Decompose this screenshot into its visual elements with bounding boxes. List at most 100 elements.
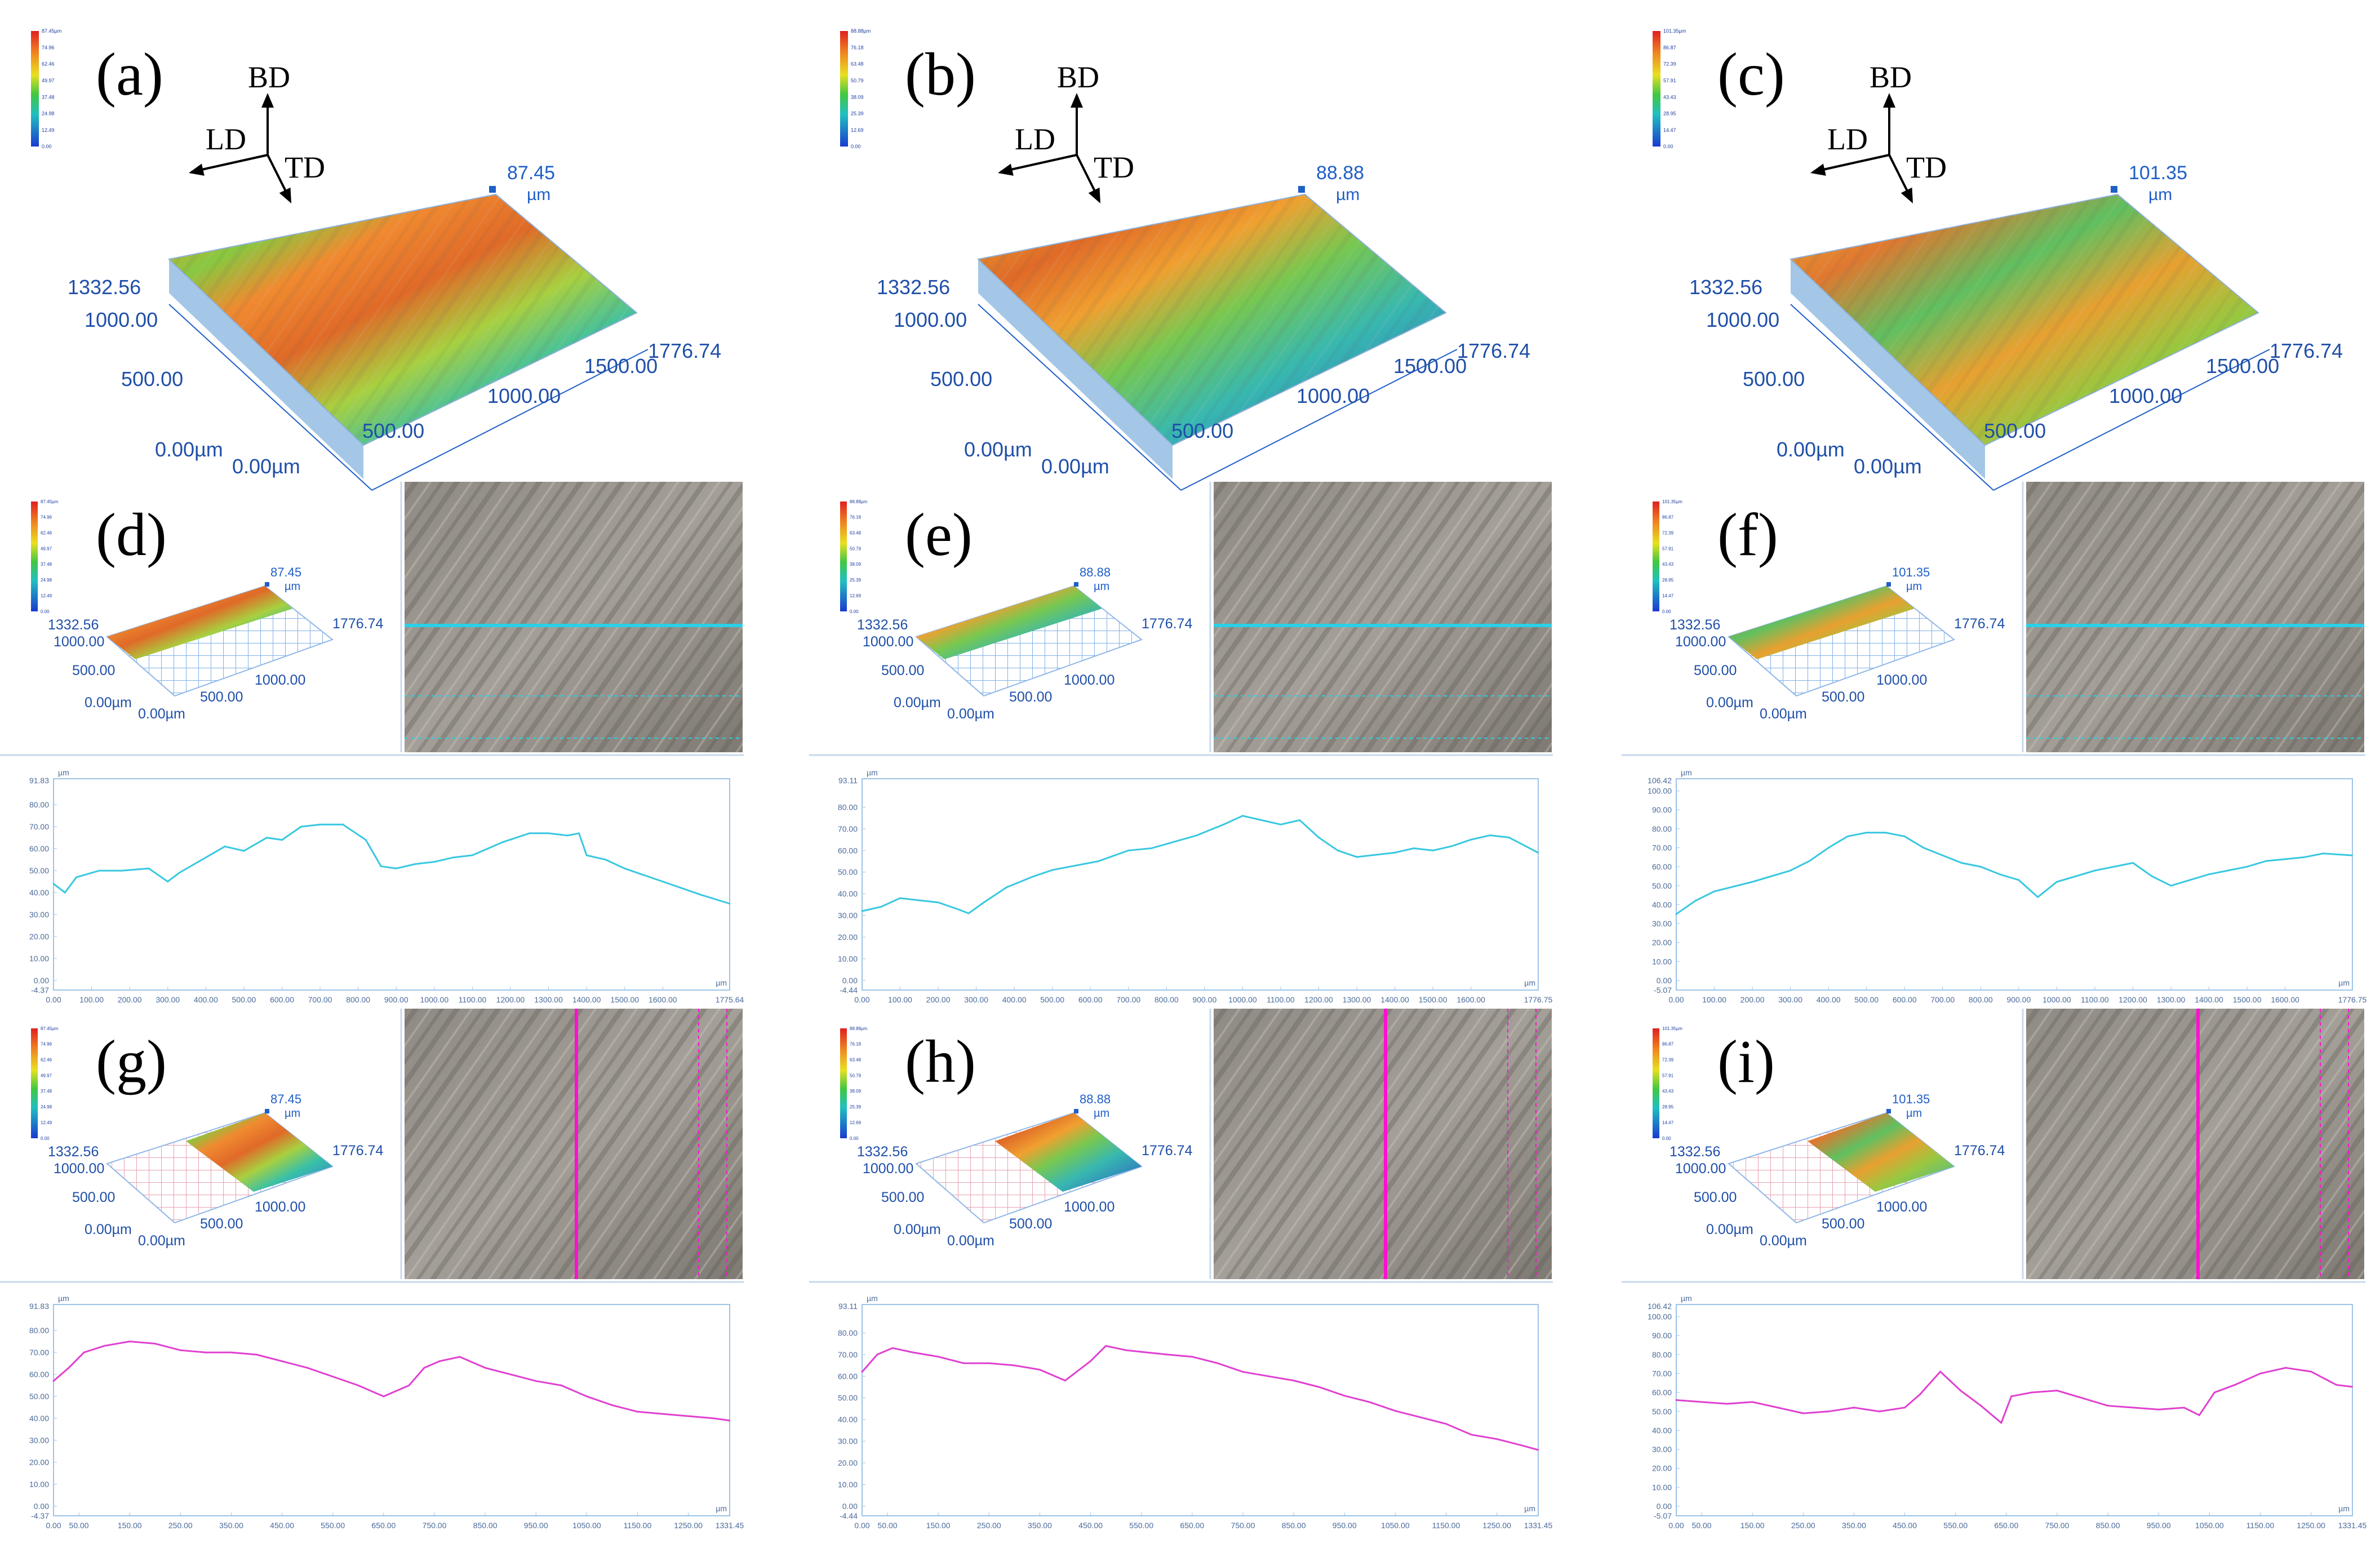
x-tick-label: 250.00 bbox=[977, 1521, 1001, 1530]
profile-point bbox=[1166, 1354, 1168, 1356]
y-tick-label: 1000.00 bbox=[54, 1161, 104, 1177]
colorbar-tick-label: 24.98 bbox=[42, 111, 55, 117]
colorbar-tick-label: 28.95 bbox=[1662, 1104, 1674, 1110]
x-tick-label: 1000.00 bbox=[2109, 384, 2182, 407]
colorbar bbox=[1653, 31, 1660, 147]
x-tick-label: 750.00 bbox=[1231, 1521, 1255, 1530]
x-tick-label: 500.00 bbox=[1822, 1216, 1864, 1232]
profile-point bbox=[2056, 1390, 2058, 1392]
profile-point bbox=[281, 838, 283, 841]
profile-point bbox=[342, 823, 344, 826]
y-tick-label: 20.00 bbox=[29, 932, 49, 941]
x-tick-label: 1000.00 bbox=[1064, 672, 1114, 688]
profile-point bbox=[1700, 1401, 1703, 1403]
colorbar-tick-label: 43.43 bbox=[1663, 94, 1676, 100]
y-tick-label: 30.00 bbox=[29, 1436, 49, 1445]
y-tick-label: 40.00 bbox=[29, 888, 49, 897]
profile-point bbox=[433, 860, 436, 863]
profile-point bbox=[687, 1415, 690, 1417]
x-tick-label: 1000.00 bbox=[1876, 1199, 1927, 1215]
y-tick-label: 10.00 bbox=[838, 1480, 858, 1489]
profile-point bbox=[2132, 1406, 2134, 1409]
y-tick-label: 40.00 bbox=[29, 1414, 49, 1423]
x-tick-label: 350.00 bbox=[219, 1521, 243, 1530]
height-marker bbox=[489, 186, 496, 193]
profile-point bbox=[2303, 856, 2305, 858]
y-tick-label: 500.00 bbox=[1694, 663, 1737, 678]
y-tick-label: 30.00 bbox=[1652, 1445, 1672, 1454]
x-tick-label: 550.00 bbox=[1129, 1521, 1153, 1530]
x-tick-label: 1150.00 bbox=[624, 1521, 652, 1530]
x-tick-label: 350.00 bbox=[1028, 1521, 1052, 1530]
surface-3d bbox=[1729, 586, 1915, 659]
y-tick-label: 500.00 bbox=[881, 1190, 924, 1205]
x-max-label: 1331.45 bbox=[1524, 1521, 1553, 1530]
profile-point bbox=[2075, 875, 2077, 877]
y-tick-label: 500.00 bbox=[72, 663, 115, 678]
x-tick-label: 750.00 bbox=[423, 1521, 447, 1530]
profile-point bbox=[52, 882, 55, 885]
td-label: TD bbox=[1094, 150, 1134, 184]
height-max-label: 101.35 bbox=[1892, 565, 1930, 579]
profile-point bbox=[1006, 886, 1008, 889]
x-tick-label: 1150.00 bbox=[1432, 1521, 1460, 1530]
x-tick-label: 1300.00 bbox=[2157, 995, 2186, 1004]
y-tick-label: 1000.00 bbox=[1675, 634, 1726, 650]
y-tick-label: 40.00 bbox=[838, 1415, 858, 1424]
x-tick-label: 1500.00 bbox=[584, 354, 658, 378]
x-tick-label: 300.00 bbox=[1778, 995, 1802, 1004]
x-tick-label: 0.00µm bbox=[1760, 1233, 1807, 1249]
profile-point bbox=[501, 841, 504, 843]
profile-point bbox=[1942, 854, 1944, 857]
profile-chart-g: 91.83 -4.37 µm 80.00 70.00 60.00 50.00 40.00 30.… bbox=[29, 1294, 744, 1530]
x-tick-label: 500.00 bbox=[1822, 689, 1864, 705]
x-tick-label: 200.00 bbox=[1740, 995, 1765, 1004]
x-max-label: 1776.75 bbox=[2338, 995, 2367, 1004]
profile-point bbox=[585, 854, 588, 857]
profile-point bbox=[2081, 1397, 2084, 1399]
plot-frame bbox=[53, 1304, 730, 1516]
y-tick-label: 50.00 bbox=[838, 868, 858, 877]
x-tick-label: 400.00 bbox=[1002, 995, 1027, 1004]
colorbar-tick-label: 38.09 bbox=[850, 1089, 862, 1094]
y-tick-label: 0.00µm bbox=[155, 438, 223, 461]
x-tick-label: 900.00 bbox=[384, 995, 408, 1004]
y-tick-label: 40.00 bbox=[1652, 1426, 1672, 1435]
height-unit-label: µm bbox=[1336, 185, 1360, 204]
y-tick-label: 50.00 bbox=[29, 1392, 49, 1401]
profile-point bbox=[1827, 1410, 1830, 1413]
colorbar-tick-label: 12.69 bbox=[850, 593, 862, 598]
arrowhead bbox=[1883, 93, 1895, 108]
surface-texture bbox=[978, 194, 1446, 445]
x-tick-label: 600.00 bbox=[1078, 995, 1103, 1004]
profile-point bbox=[1127, 849, 1130, 851]
x-tick-label: 50.00 bbox=[69, 1521, 89, 1530]
profile-point bbox=[1853, 1406, 1855, 1409]
y-tick-label: 0.00µm bbox=[85, 695, 132, 711]
colorbar-tick-label: 101.35µm bbox=[1662, 1026, 1682, 1031]
profile-point bbox=[880, 906, 882, 908]
x-unit-label: µm bbox=[716, 978, 727, 987]
profile-point bbox=[2284, 858, 2286, 860]
y-tick-label: 0.00µm bbox=[1777, 438, 1845, 461]
colorbar-tick-label: 63.48 bbox=[851, 61, 864, 67]
y-tick-label: 70.00 bbox=[29, 1348, 49, 1357]
colorbar-tick-label: 72.39 bbox=[1663, 61, 1676, 67]
colorbar-tick-label: 12.49 bbox=[41, 593, 52, 598]
x-tick-label: 600.00 bbox=[1893, 995, 1917, 1004]
profile-point bbox=[2351, 1386, 2354, 1388]
profile-point bbox=[1216, 1362, 1219, 1364]
x-tick-label: 1600.00 bbox=[649, 995, 677, 1004]
x-tick-label: 1400.00 bbox=[1380, 995, 1409, 1004]
panel-g: 87.45µm 74.96 62.46 49.97 37.48 24.98 12.49 0.0… bbox=[0, 1009, 744, 1283]
profile-point bbox=[98, 869, 100, 872]
x-max-label: 1776.75 bbox=[1524, 995, 1553, 1004]
colorbar-tick-label: 14.47 bbox=[1662, 593, 1674, 598]
profile-point bbox=[300, 826, 302, 828]
y-unit-label: µm bbox=[58, 1294, 69, 1303]
colorbar-tick-label: 76.18 bbox=[850, 515, 862, 520]
height-max-label: 88.88 bbox=[1080, 1092, 1111, 1106]
x-tick-label: 250.00 bbox=[1791, 1521, 1815, 1530]
colorbar-tick-label: 49.97 bbox=[41, 1073, 52, 1078]
y-tick-label: 60.00 bbox=[1652, 862, 1672, 871]
